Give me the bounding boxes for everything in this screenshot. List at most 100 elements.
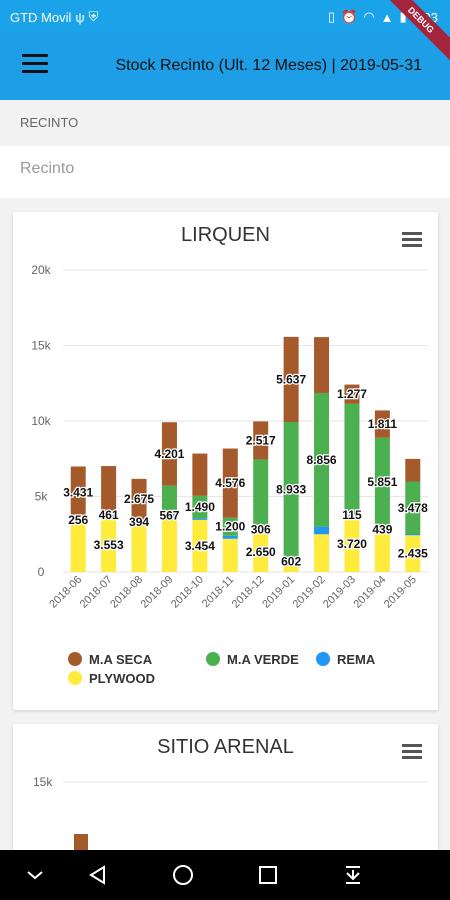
bar-segment [314,337,330,393]
bar-segment [192,519,208,572]
data-label: 306 [251,523,271,537]
bar-segment [70,522,86,572]
bar-segment [222,517,238,536]
x-tick-label: 2019-03 [321,574,358,611]
bar-segment [283,336,299,422]
wifi-icon: ◠ [363,9,375,24]
data-label: 8.856 [307,453,337,467]
bar-segment [222,448,238,518]
bar-segment [344,514,360,516]
x-tick-label: 2019-01 [260,574,297,611]
bar-segment [161,511,177,520]
bar-segment [283,421,299,557]
legend-label: M.A SECA [89,652,153,667]
carrier-name: GTD Movil [10,9,72,25]
bar-segment [222,535,238,539]
bar-segment [101,518,117,572]
recinto-label: RECINTO [20,115,79,130]
x-tick-label: 2018-09 [139,574,176,611]
y-tick-label: 10k [31,414,51,428]
recinto-field-container [0,146,450,198]
y-tick-label: 5k [35,490,49,504]
data-label: 8.933 [276,482,306,496]
nav-back-icon[interactable] [85,862,111,888]
legend-marker [68,652,82,666]
x-tick-label: 2019-02 [291,574,328,611]
recinto-input[interactable] [20,160,420,178]
bar-segment [161,485,177,512]
bar-segment [405,534,421,536]
data-label: 602 [281,554,301,568]
data-label: 4.576 [215,476,245,490]
menu-icon[interactable] [22,54,48,74]
battery-icon: ▮ [399,9,407,24]
bar-segment [253,527,269,532]
bar-segment [161,519,177,572]
data-label: 3.454 [185,539,215,553]
x-tick-label: 2018-12 [230,574,267,611]
data-label: 1.811 [368,417,398,431]
data-label: 3.478 [398,501,428,515]
bar-segment [70,518,86,523]
bar-segment [253,531,269,572]
bar-segment [192,495,208,519]
data-label: 2.517 [246,433,276,447]
chart-menu-icon[interactable] [402,232,422,248]
x-tick-label: 2018-08 [108,574,145,611]
bar-segment [283,556,299,566]
bar-segment [101,466,117,512]
x-tick-label: 2019-04 [351,574,388,611]
data-label: 5.637 [276,372,306,386]
bar-segment [374,437,390,527]
y-tick-label: 15k [31,339,51,353]
bar-segment [70,466,86,519]
data-label: 2.650 [246,545,276,559]
nav-recents-icon[interactable] [255,862,281,888]
nav-notifications-icon[interactable] [340,862,366,888]
y-tick-label: 0 [38,565,45,579]
app-bar: Stock Recinto (Ult. 12 Meses) | 2019-05-… [0,32,450,100]
chart-menu-icon[interactable] [402,744,422,760]
debug-banner-container: DEBUG [390,0,450,60]
legend-label: REMA [337,652,376,667]
chart-title: SITIO ARENAL [157,736,294,758]
legend-label: PLYWOOD [89,671,155,686]
data-label: 3.553 [94,538,124,552]
bar-segment [131,525,147,572]
chart-title: LIRQUEN [181,224,270,246]
status-bar: GTD Movil ψ ⛨ ▯ ⏰ ◠ ▲ ▮ 1:23 [0,0,450,32]
bar-segment [192,453,208,496]
system-nav-bar [0,850,450,900]
data-label: 2.675 [124,492,154,506]
bar-segment [314,392,330,527]
nav-collapse-icon[interactable] [22,862,48,888]
nav-home-icon[interactable] [170,862,196,888]
bar-segment [374,410,390,438]
data-label: 115 [342,508,362,522]
bar-segment [131,478,147,520]
x-tick-label: 2019-05 [382,574,419,611]
bar-segment [253,459,269,528]
bar-segment [314,534,330,572]
usb-icon: ψ [75,9,85,25]
vibrate-icon: ▯ [327,9,336,24]
data-label: 439 [372,522,392,536]
chart-card-sitio-arenal: SITIO ARENAL 15k [13,724,438,864]
signal-icon: ▲ [380,9,394,25]
debug-banner: DEBUG [390,0,450,60]
legend-label: M.A VERDE [227,652,299,667]
bar-segment [374,526,390,533]
data-label: 3.431 [63,485,93,499]
bar-segment [192,518,208,520]
bar-segment [283,565,299,572]
y-tick-label: 20k [31,263,51,277]
bar-segment [405,535,421,572]
x-tick-label: 2018-10 [169,574,206,611]
shield-icon: ⛨ [88,9,99,24]
data-label: 1.200 [215,520,245,534]
legend-marker [206,652,220,666]
bar-segment [222,538,238,572]
data-label: 1.277 [337,387,367,401]
chart-svg: 0 5k 10k 15k 20k 2018-062018-072018-082018-09… [31,263,429,686]
bar-segment [344,384,360,404]
